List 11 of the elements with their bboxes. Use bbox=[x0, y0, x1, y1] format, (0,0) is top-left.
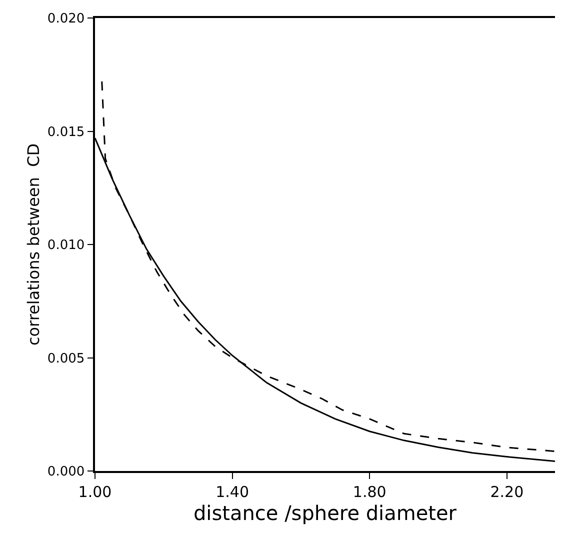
y-tick-label: 0.005 bbox=[47, 351, 85, 366]
y-tick-label: 0.015 bbox=[47, 124, 85, 140]
y-axis-title: correlations between CD bbox=[24, 143, 43, 346]
x-tick-label: 1.80 bbox=[352, 482, 386, 501]
x-tick-label: 2.20 bbox=[490, 482, 524, 501]
y-tick-label: 0.000 bbox=[47, 464, 85, 480]
y-tick-label: 0.020 bbox=[47, 12, 85, 27]
y-tick-label: 0.010 bbox=[47, 238, 85, 254]
x-tick-label: 1.40 bbox=[216, 482, 250, 501]
x-axis-title: distance /sphere diameter bbox=[193, 500, 458, 525]
x-tick-label: 1.00 bbox=[78, 482, 112, 501]
